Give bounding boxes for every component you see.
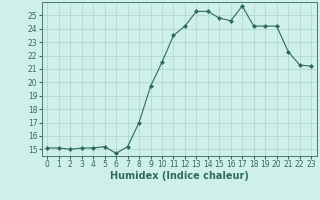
X-axis label: Humidex (Indice chaleur): Humidex (Indice chaleur) <box>110 171 249 181</box>
